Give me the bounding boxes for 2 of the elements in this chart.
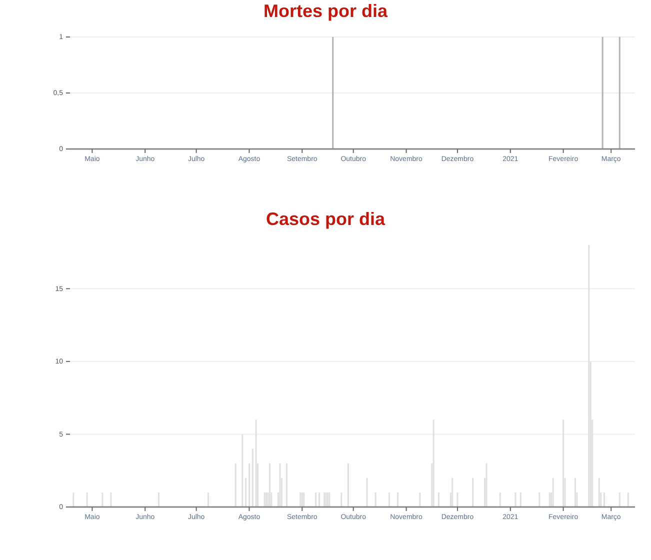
chart-title: Casos por dia [266, 209, 386, 229]
chart-title: Mortes por dia [263, 1, 388, 21]
